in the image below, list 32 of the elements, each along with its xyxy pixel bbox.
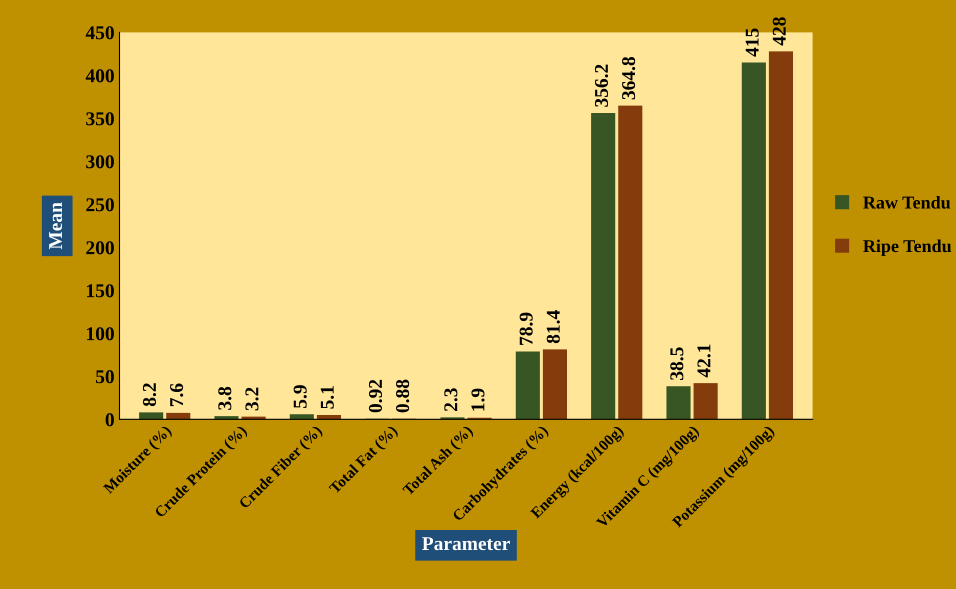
data-label: 5.1 [320,386,334,409]
data-label: 8.2 [142,383,156,406]
legend-label: Raw Tendu [863,196,950,209]
data-label: 5.9 [294,385,307,408]
y-tick-label: 200 [86,241,114,254]
y-tick-label: 250 [86,198,114,212]
data-label: 356.2 [594,64,608,107]
data-label: 78.9 [520,312,533,345]
data-label: 7.6 [170,384,184,406]
y-tick-label: 0 [106,413,114,426]
data-label: 1.9 [471,388,485,411]
data-label: 81.4 [546,310,560,344]
data-label: 42.1 [697,344,711,378]
legend-label: Ripe Tendu [863,240,952,256]
data-label: 3.2 [245,388,259,410]
y-tick-label: 300 [86,155,114,168]
data-label: 364.8 [622,57,636,100]
y-tick-label: 150 [87,284,114,298]
data-label: 0.92 [368,380,382,412]
data-label: 415 [746,28,759,57]
data-label: 38.5 [670,347,684,380]
y-tick-label: 100 [87,327,114,340]
y-tick-label: 350 [86,112,114,126]
y-tick-label: 50 [96,370,114,384]
y-tick-label: 400 [86,69,114,82]
data-label: 3.8 [218,386,232,410]
y-tick-label: 450 [86,26,114,40]
x-axis-title: Parameter [422,537,510,550]
data-label: 0.88 [396,380,410,412]
y-axis-title: Mean [49,202,62,250]
data-label: 428 [772,17,786,46]
data-label: 2.3 [444,388,458,412]
